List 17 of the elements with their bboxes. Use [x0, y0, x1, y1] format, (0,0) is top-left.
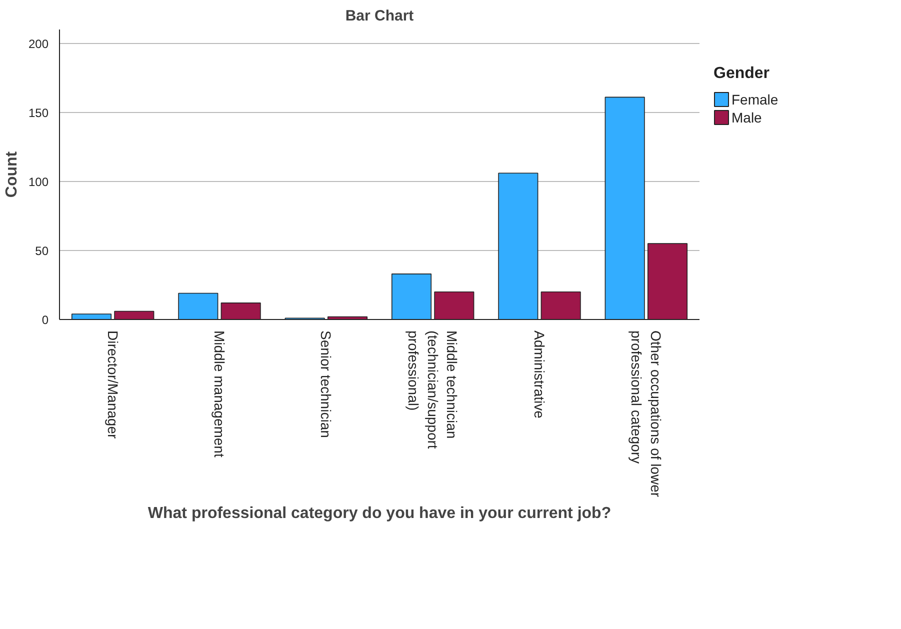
x-tick-label: Middle technician (technician/support professional) — [406, 330, 460, 449]
x-tick-label: Senior technician — [318, 330, 334, 438]
x-tick-label: Middle management — [212, 330, 228, 458]
x-tick-label: Administrative — [532, 330, 548, 419]
legend-title: Gender — [714, 65, 770, 82]
chart-title: Bar Chart — [345, 8, 414, 24]
y-tick-label: 200 — [28, 36, 49, 51]
y-tick-label: 0 — [42, 313, 49, 327]
legend-label: Female — [732, 92, 778, 108]
x-axis-title: What professional category do you have in your current job? — [148, 505, 612, 522]
y-tick-label: 50 — [35, 244, 49, 258]
x-tick-label: Other occupations of lower professional category — [628, 330, 664, 498]
y-tick-label: 100 — [28, 174, 49, 189]
y-axis-title: Count — [3, 150, 20, 198]
x-tick-label: Director/Manager — [104, 330, 121, 439]
legend-label: Male — [732, 110, 762, 126]
y-tick-label: 150 — [28, 106, 49, 120]
